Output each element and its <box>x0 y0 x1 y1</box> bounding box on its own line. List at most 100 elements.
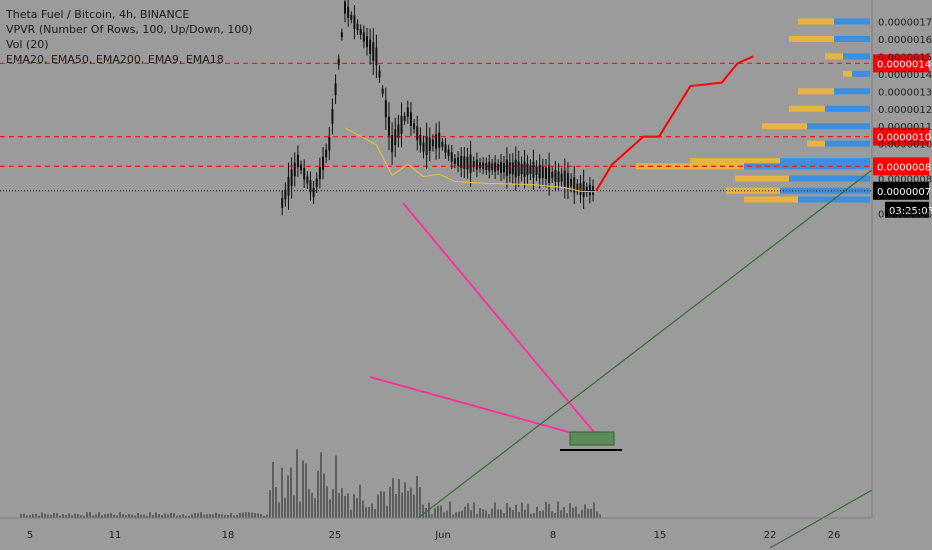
candle-body <box>544 167 547 180</box>
volume-bar <box>263 515 265 518</box>
vpvr-down-bar <box>798 88 834 95</box>
candle-body <box>523 161 526 177</box>
volume-bar <box>35 513 37 518</box>
candle-body <box>318 166 321 180</box>
volume-bar <box>437 505 439 518</box>
volume-bar <box>554 513 556 518</box>
volume-bar <box>194 513 196 518</box>
volume-bar <box>542 510 544 518</box>
volume-bar <box>413 494 415 518</box>
candle-body <box>384 100 387 118</box>
legend-title[interactable]: Theta Fuel / Bitcoin, 4h, BINANCE <box>6 8 190 21</box>
candle-body <box>494 162 497 172</box>
volume-bar <box>491 508 493 518</box>
volume-bar <box>125 515 127 518</box>
volume-bar <box>107 513 109 518</box>
candle-body <box>381 88 384 94</box>
volume-bar <box>224 514 226 518</box>
volume-bar <box>74 513 76 518</box>
level-tag-label: 0.00000146 <box>877 59 932 70</box>
candle-body <box>375 47 378 66</box>
vpvr-up-bar <box>780 158 870 165</box>
candle-body <box>491 163 494 170</box>
x-tick-label: 18 <box>222 530 235 541</box>
candle-body <box>573 177 576 193</box>
volume-bar <box>530 513 532 518</box>
volume-bar <box>344 495 346 518</box>
volume-bar <box>245 512 247 518</box>
volume-bar <box>593 502 595 518</box>
candle-body <box>391 135 394 153</box>
candle-body <box>588 184 591 196</box>
volume-bar <box>434 508 436 518</box>
volume-bar <box>563 507 565 518</box>
candle-body <box>585 186 588 193</box>
candle-body <box>397 124 400 138</box>
volume-bar <box>299 501 301 518</box>
volume-bar <box>266 514 268 518</box>
vpvr-down-bar <box>735 175 789 182</box>
volume-bar <box>482 509 484 518</box>
volume-bar <box>449 501 451 518</box>
candle-body <box>406 107 409 117</box>
volume-bar <box>62 514 64 518</box>
legend-volume[interactable]: Vol (20) <box>6 38 49 51</box>
candle-body <box>403 115 406 122</box>
legend-ema[interactable]: EMA20, EMA50, EMA200, EMA9, EMA18 <box>6 53 224 66</box>
x-tick-label: Jun <box>434 530 451 541</box>
volume-bar <box>422 504 424 518</box>
legend-vpvr[interactable]: VPVR (Number Of Rows, 100, Up/Down, 100) <box>6 23 253 36</box>
candle-body <box>334 83 337 96</box>
volume-bar <box>389 486 391 518</box>
volume-bar <box>29 515 31 518</box>
volume-bar <box>317 470 319 518</box>
level-tag-label: 0.00000087 <box>877 162 932 173</box>
volume-bar <box>278 502 280 518</box>
candle-body <box>570 178 573 187</box>
candle-body <box>566 173 569 189</box>
volume-bar <box>359 484 361 518</box>
volume-bar <box>236 514 238 518</box>
volume-bar <box>77 514 79 518</box>
volume-bar <box>53 512 55 518</box>
candle-body <box>517 161 520 176</box>
vpvr-up-bar <box>852 70 870 77</box>
candle-body <box>322 156 325 170</box>
volume-bar <box>140 514 142 518</box>
volume-bar <box>584 504 586 518</box>
volume-bar <box>92 515 94 518</box>
volume-bar <box>242 512 244 518</box>
vpvr-down-bar <box>762 123 807 130</box>
volume-bar <box>494 502 496 518</box>
current-price-label: 0.00000073 <box>877 187 932 198</box>
drawings <box>369 55 873 549</box>
x-tick-label: 8 <box>550 530 556 541</box>
candle-body <box>353 15 356 30</box>
candle-body <box>340 32 343 38</box>
volume-bar <box>182 514 184 518</box>
volume-bar <box>500 509 502 518</box>
x-tick-label: 26 <box>828 530 841 541</box>
volume-bar <box>38 515 40 518</box>
volume-bar <box>83 515 85 518</box>
ema-line <box>344 127 597 193</box>
volume-bar <box>503 513 505 518</box>
y-tick-label: 0.00000060 <box>878 209 932 220</box>
volume-bar <box>131 514 133 518</box>
candle-body <box>554 169 557 182</box>
volume-bar <box>341 488 343 518</box>
volume-bar <box>521 502 523 518</box>
x-tick-label: 11 <box>109 530 122 541</box>
volume-bar <box>254 513 256 518</box>
volume-bar <box>173 513 175 518</box>
volume-bar <box>59 515 61 518</box>
volume-bar <box>455 512 457 518</box>
price-series <box>281 0 597 216</box>
vpvr-down-bar <box>798 18 834 25</box>
candle-body <box>441 141 444 147</box>
vpvr-up-bar <box>834 35 870 42</box>
volume-bar <box>164 513 166 518</box>
